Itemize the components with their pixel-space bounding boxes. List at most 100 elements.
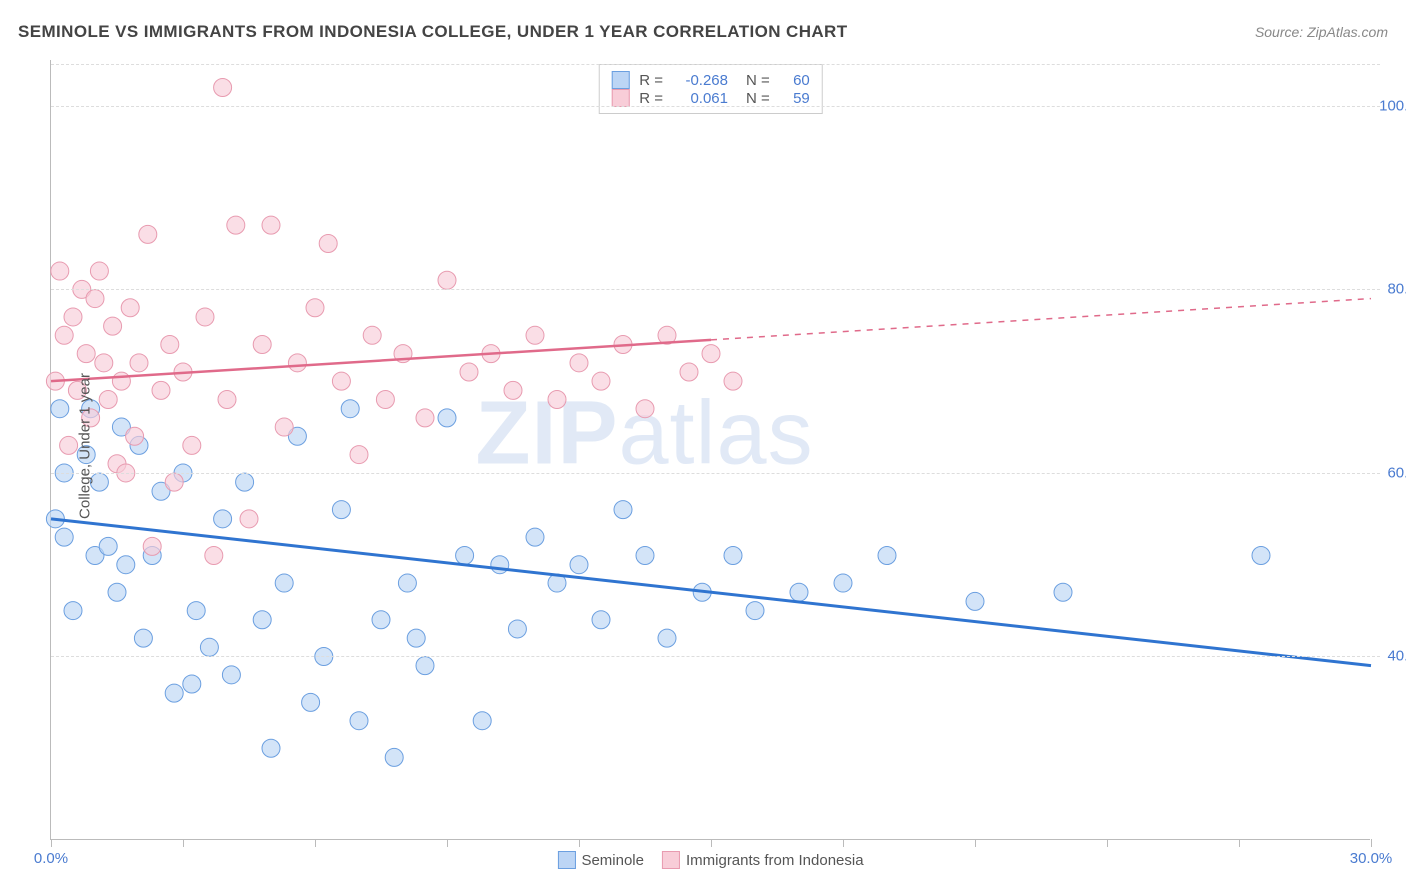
x-tick-mark <box>1107 839 1108 847</box>
scatter-point <box>51 400 69 418</box>
legend-r-value: 0.061 <box>673 90 728 107</box>
scatter-point <box>724 372 742 390</box>
source-label: Source: ZipAtlas.com <box>1255 24 1388 40</box>
scatter-point <box>693 583 711 601</box>
scatter-point <box>165 684 183 702</box>
scatter-point <box>288 354 306 372</box>
scatter-point <box>416 657 434 675</box>
scatter-point <box>526 326 544 344</box>
scatter-point <box>350 712 368 730</box>
scatter-point <box>143 547 161 565</box>
y-tick-label: 60.0% <box>1387 464 1406 481</box>
scatter-point <box>64 308 82 326</box>
watermark-light: atlas <box>619 383 814 483</box>
scatter-point <box>196 308 214 326</box>
scatter-point <box>460 363 478 381</box>
scatter-point <box>214 79 232 97</box>
scatter-point <box>548 574 566 592</box>
scatter-point <box>86 547 104 565</box>
scatter-point <box>1054 583 1072 601</box>
scatter-point <box>548 391 566 409</box>
scatter-point <box>834 574 852 592</box>
x-tick-mark <box>447 839 448 847</box>
y-tick-label: 40.0% <box>1387 648 1406 665</box>
scatter-point <box>112 418 130 436</box>
scatter-point <box>183 675 201 693</box>
scatter-point <box>253 335 271 353</box>
scatter-point <box>376 391 394 409</box>
scatter-point <box>112 372 130 390</box>
scatter-point <box>504 381 522 399</box>
scatter-point <box>46 372 64 390</box>
scatter-point <box>262 739 280 757</box>
x-tick-mark <box>1239 839 1240 847</box>
page-title: SEMINOLE VS IMMIGRANTS FROM INDONESIA CO… <box>18 22 848 42</box>
scatter-point <box>680 363 698 381</box>
legend-swatch <box>611 89 629 107</box>
scatter-point <box>570 556 588 574</box>
scatter-point <box>966 592 984 610</box>
scatter-point <box>746 602 764 620</box>
gridline <box>51 289 1380 290</box>
plot-area: ZIPatlas R =-0.268N =60R =0.061N =59 Sem… <box>50 60 1370 840</box>
scatter-point <box>702 345 720 363</box>
scatter-point <box>482 345 500 363</box>
scatter-point <box>262 216 280 234</box>
scatter-point <box>306 299 324 317</box>
scatter-point <box>372 611 390 629</box>
scatter-point <box>205 547 223 565</box>
trend-line <box>51 340 711 381</box>
scatter-point <box>152 381 170 399</box>
scatter-point <box>385 748 403 766</box>
scatter-point <box>200 638 218 656</box>
y-tick-label: 80.0% <box>1387 281 1406 298</box>
x-tick-mark <box>315 839 316 847</box>
scatter-point <box>240 510 258 528</box>
scatter-point <box>218 391 236 409</box>
scatter-point <box>508 620 526 638</box>
scatter-point <box>438 271 456 289</box>
scatter-point <box>614 335 632 353</box>
scatter-point <box>139 225 157 243</box>
watermark: ZIPatlas <box>475 382 813 485</box>
legend-n-label: N = <box>746 90 770 107</box>
scatter-point <box>161 335 179 353</box>
scatter-point <box>55 326 73 344</box>
gridline <box>51 656 1380 657</box>
trend-line-dashed <box>711 299 1371 340</box>
legend-swatch <box>557 851 575 869</box>
scatter-point <box>55 528 73 546</box>
scatter-point <box>456 547 474 565</box>
legend-n-value: 60 <box>780 72 810 89</box>
legend-n-label: N = <box>746 72 770 89</box>
scatter-point <box>108 455 126 473</box>
scatter-point <box>363 326 381 344</box>
x-tick-mark <box>579 839 580 847</box>
scatter-point <box>407 629 425 647</box>
x-tick-mark <box>183 839 184 847</box>
scatter-point <box>227 216 245 234</box>
legend-r-label: R = <box>639 72 663 89</box>
scatter-point <box>526 528 544 546</box>
legend-r-value: -0.268 <box>673 72 728 89</box>
trend-line <box>51 519 1371 666</box>
scatter-point <box>77 345 95 363</box>
x-tick-mark <box>975 839 976 847</box>
legend-series-name: Seminole <box>581 852 644 869</box>
scatter-point <box>99 391 117 409</box>
scatter-point <box>275 574 293 592</box>
x-tick-mark <box>843 839 844 847</box>
scatter-point <box>350 446 368 464</box>
x-tick-label: 0.0% <box>34 850 68 867</box>
legend-bottom-item: Seminole <box>557 851 644 869</box>
legend-swatch <box>611 71 629 89</box>
gridline <box>51 106 1380 107</box>
scatter-point <box>332 372 350 390</box>
scatter-point <box>592 372 610 390</box>
y-axis-label: College, Under 1 year <box>76 373 93 519</box>
x-tick-mark <box>1371 839 1372 847</box>
scatter-point <box>790 583 808 601</box>
scatter-point <box>319 235 337 253</box>
gridline <box>51 64 1380 65</box>
legend-rn-row: R =0.061N =59 <box>611 89 810 107</box>
